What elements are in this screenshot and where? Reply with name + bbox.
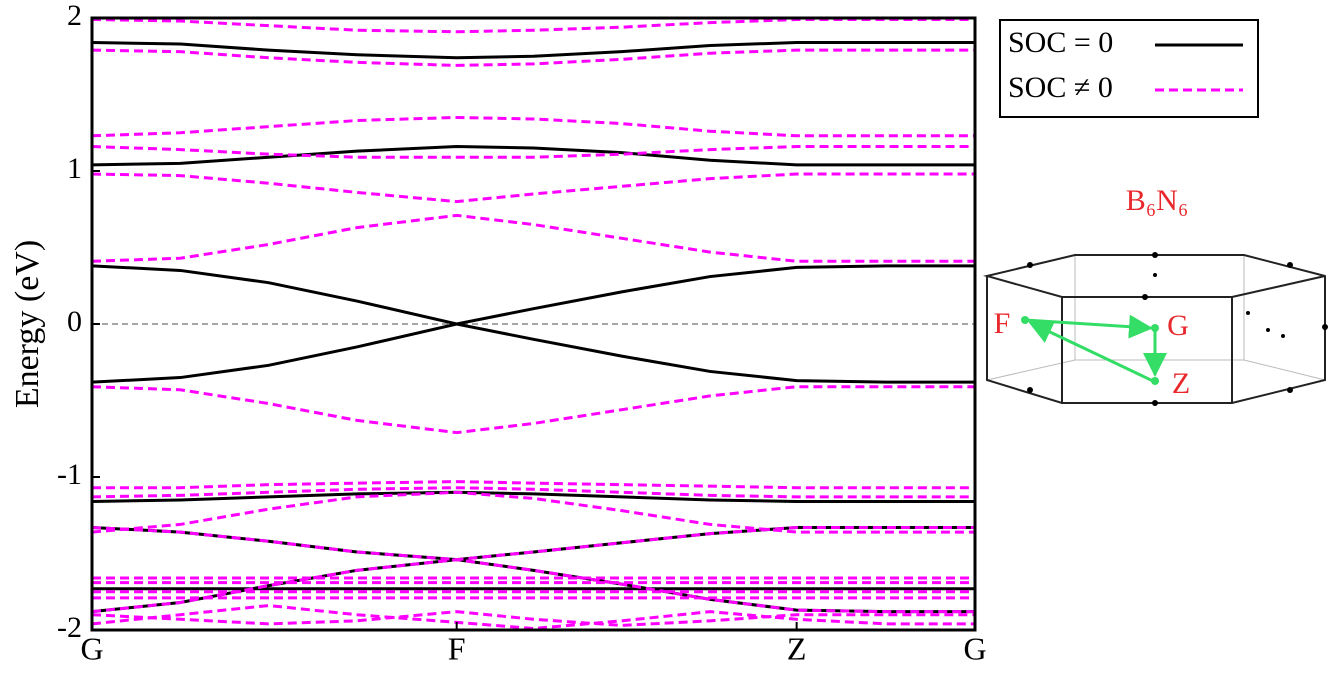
band-line <box>92 213 975 263</box>
band-line <box>92 558 975 614</box>
band-line <box>92 610 975 627</box>
legend-box <box>999 19 1259 118</box>
band-line <box>92 486 975 499</box>
band-line <box>92 525 975 562</box>
band-line <box>92 115 975 138</box>
y-axis-label: Energy (eV) <box>9 240 46 408</box>
band-line <box>92 604 975 630</box>
legend-label: SOC ≠ 0 <box>1008 71 1113 104</box>
band-line <box>92 322 975 384</box>
legend-label: SOC = 0 <box>1008 26 1113 59</box>
y-tick-label: -1 <box>57 458 82 491</box>
plot-area <box>92 18 975 630</box>
x-tick-label: F <box>448 630 466 666</box>
k-point-label: F <box>994 307 1011 340</box>
band-line <box>92 40 975 60</box>
x-tick-label: G <box>963 630 986 666</box>
legend: SOC = 0 SOC ≠ 0 <box>999 19 1259 118</box>
band-line <box>92 480 975 490</box>
band-line <box>92 145 975 167</box>
y-tick-label: 0 <box>67 305 82 338</box>
band-line <box>92 145 975 159</box>
band-line <box>92 18 975 34</box>
inset-title: B₆N₆ <box>1126 184 1189 217</box>
band-line <box>92 48 975 67</box>
band-line <box>92 490 975 503</box>
x-tick-label: Z <box>787 630 807 666</box>
y-tick-label: 1 <box>67 152 82 185</box>
k-point-label: Z <box>1172 367 1190 400</box>
band-line <box>92 558 975 614</box>
x-tick-label: G <box>80 630 103 666</box>
k-point-label: G <box>1167 309 1189 342</box>
band-line <box>92 490 975 534</box>
band-line <box>92 385 975 435</box>
k-path <box>1023 314 1167 383</box>
brillouin-zone: B₆N₆ F G Z <box>983 184 1328 406</box>
band-line <box>92 525 975 562</box>
y-tick-label: -2 <box>57 611 82 644</box>
band-line <box>92 172 975 204</box>
zone-dots <box>1027 252 1328 406</box>
k-points <box>1021 316 1159 385</box>
band-line <box>92 264 975 326</box>
y-tick-label: 2 <box>67 0 82 32</box>
